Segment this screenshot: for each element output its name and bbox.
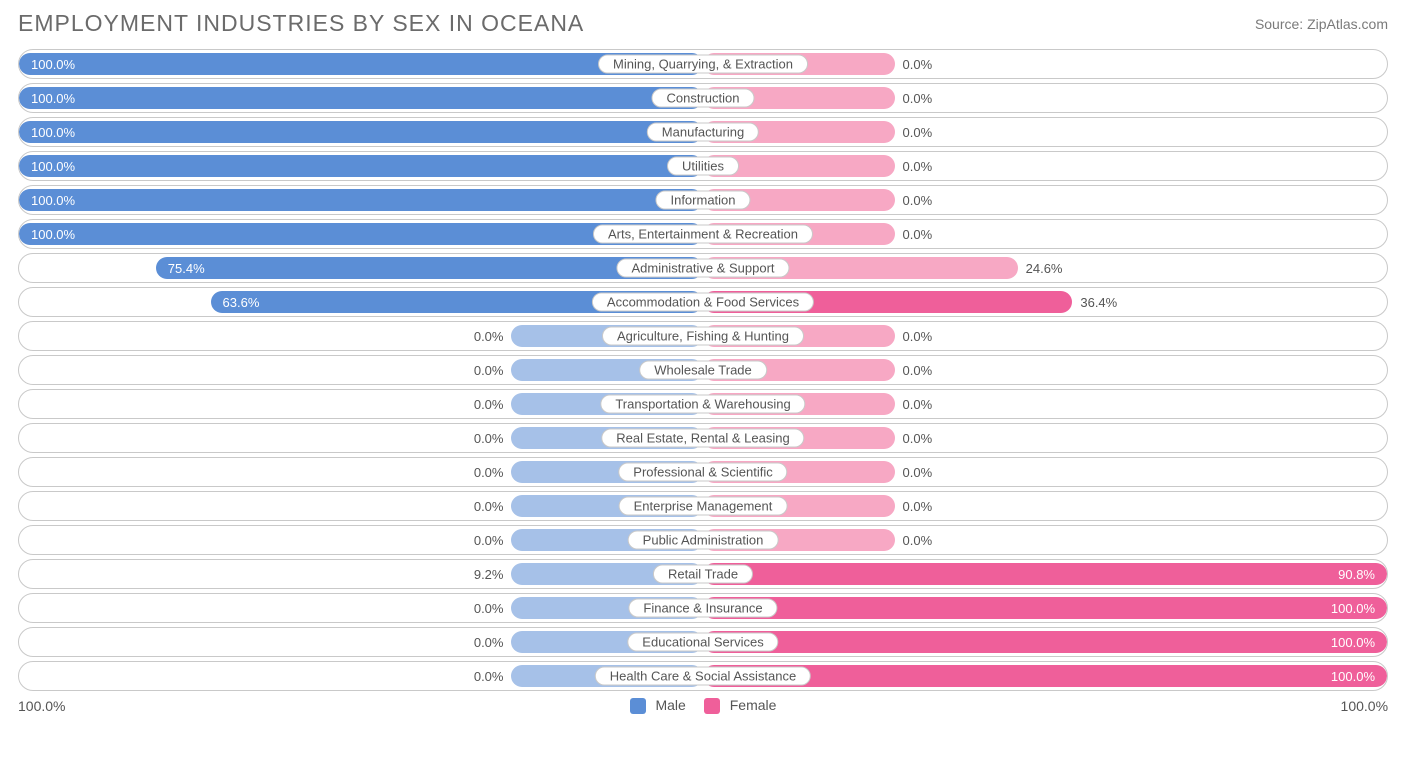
chart-row: 0.0%100.0%Health Care & Social Assistanc… [18,661,1388,691]
chart-row: 9.2%90.8%Retail Trade [18,559,1388,589]
axis-label-right: 100.0% [776,698,1388,714]
category-label: Retail Trade [653,565,753,584]
category-label: Educational Services [627,633,778,652]
category-label: Utilities [667,157,739,176]
chart-row: 0.0%0.0%Transportation & Warehousing [18,389,1388,419]
chart-legend: Male Female [630,697,777,714]
chart-title: EMPLOYMENT INDUSTRIES BY SEX IN OCEANA [18,10,584,37]
chart-row: 0.0%0.0%Professional & Scientific [18,457,1388,487]
chart-footer: 100.0% Male Female 100.0% [18,697,1388,714]
chart-row: 0.0%0.0%Enterprise Management [18,491,1388,521]
chart-row: 100.0%0.0%Information [18,185,1388,215]
legend-female-swatch [704,698,720,714]
bar-female [703,563,1387,585]
bar-male [19,121,703,143]
category-label: Agriculture, Fishing & Hunting [602,327,804,346]
category-label: Public Administration [628,531,779,550]
category-label: Health Care & Social Assistance [595,667,811,686]
axis-label-left: 100.0% [18,698,630,714]
chart-row: 100.0%0.0%Construction [18,83,1388,113]
chart-row: 63.6%36.4%Accommodation & Food Services [18,287,1388,317]
chart-header: EMPLOYMENT INDUSTRIES BY SEX IN OCEANA S… [18,10,1388,37]
category-label: Real Estate, Rental & Leasing [601,429,804,448]
bar-female [703,631,1387,653]
category-label: Wholesale Trade [639,361,767,380]
chart-rows: 100.0%0.0%Mining, Quarrying, & Extractio… [18,49,1388,691]
chart-row: 100.0%0.0%Arts, Entertainment & Recreati… [18,219,1388,249]
chart-row: 0.0%100.0%Educational Services [18,627,1388,657]
chart-row: 0.0%0.0%Wholesale Trade [18,355,1388,385]
category-label: Transportation & Warehousing [600,395,805,414]
chart-row: 100.0%0.0%Utilities [18,151,1388,181]
category-label: Manufacturing [647,123,759,142]
category-label: Administrative & Support [616,259,789,278]
legend-male-label: Male [655,697,685,713]
chart-row: 0.0%0.0%Public Administration [18,525,1388,555]
category-label: Arts, Entertainment & Recreation [593,225,813,244]
chart-row: 100.0%0.0%Mining, Quarrying, & Extractio… [18,49,1388,79]
chart-row: 100.0%0.0%Manufacturing [18,117,1388,147]
category-label: Finance & Insurance [628,599,777,618]
bar-male [19,189,703,211]
bar-female [703,597,1387,619]
legend-female: Female [704,697,777,714]
bar-male [19,87,703,109]
chart-row: 0.0%0.0%Agriculture, Fishing & Hunting [18,321,1388,351]
legend-female-label: Female [730,697,777,713]
category-label: Construction [652,89,755,108]
category-label: Enterprise Management [619,497,788,516]
category-label: Accommodation & Food Services [592,293,814,312]
legend-male-swatch [630,698,646,714]
category-label: Professional & Scientific [618,463,787,482]
chart-source: Source: ZipAtlas.com [1255,16,1388,32]
chart-row: 75.4%24.6%Administrative & Support [18,253,1388,283]
chart-row: 0.0%100.0%Finance & Insurance [18,593,1388,623]
chart-row: 0.0%0.0%Real Estate, Rental & Leasing [18,423,1388,453]
category-label: Information [655,191,750,210]
legend-male: Male [630,697,686,714]
category-label: Mining, Quarrying, & Extraction [598,55,808,74]
bar-male [19,155,703,177]
